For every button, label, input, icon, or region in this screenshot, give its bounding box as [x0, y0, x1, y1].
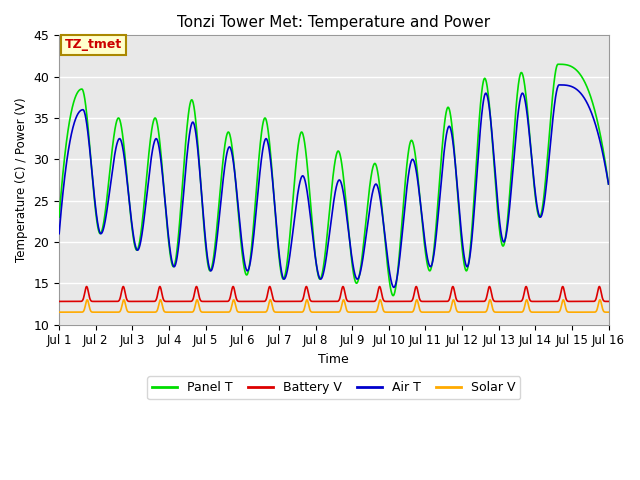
- Y-axis label: Temperature (C) / Power (V): Temperature (C) / Power (V): [15, 97, 28, 262]
- Panel T: [266, 143, 274, 149]
- Panel T: [605, 181, 612, 187]
- Panel T: [535, 213, 543, 219]
- Line: Solar V: Solar V: [59, 300, 609, 312]
- Solar V: [151, 309, 159, 315]
- Solar V: [157, 297, 164, 303]
- Panel T: [118, 127, 125, 132]
- Solar V: [118, 302, 126, 308]
- Air T: [290, 222, 298, 228]
- Battery V: [290, 299, 298, 304]
- Battery V: [595, 284, 603, 289]
- Air T: [55, 231, 63, 237]
- Panel T: [594, 121, 602, 127]
- Solar V: [535, 309, 543, 315]
- Solar V: [55, 309, 63, 315]
- Battery V: [534, 299, 542, 304]
- Panel T: [55, 214, 63, 220]
- Air T: [556, 82, 563, 88]
- Air T: [535, 211, 543, 217]
- Panel T: [150, 116, 158, 121]
- Panel T: [389, 293, 397, 299]
- Line: Panel T: Panel T: [59, 64, 609, 296]
- Solar V: [266, 297, 274, 303]
- Battery V: [605, 299, 612, 304]
- Title: Tonzi Tower Met: Temperature and Power: Tonzi Tower Met: Temperature and Power: [177, 15, 490, 30]
- Panel T: [290, 189, 298, 194]
- Line: Air T: Air T: [59, 85, 609, 288]
- Air T: [605, 181, 612, 187]
- Battery V: [266, 284, 274, 289]
- Solar V: [290, 309, 298, 315]
- Solar V: [605, 309, 612, 315]
- Panel T: [554, 61, 562, 67]
- Line: Battery V: Battery V: [59, 287, 609, 301]
- Battery V: [118, 288, 125, 293]
- Air T: [594, 131, 602, 136]
- Air T: [390, 285, 397, 290]
- Battery V: [150, 299, 158, 304]
- Text: TZ_tmet: TZ_tmet: [65, 38, 122, 51]
- Legend: Panel T, Battery V, Air T, Solar V: Panel T, Battery V, Air T, Solar V: [147, 376, 520, 399]
- Solar V: [56, 309, 63, 315]
- Battery V: [594, 288, 602, 294]
- Air T: [266, 152, 274, 157]
- Solar V: [594, 303, 602, 309]
- X-axis label: Time: Time: [319, 353, 349, 366]
- Air T: [118, 141, 125, 146]
- Air T: [150, 139, 158, 144]
- Battery V: [55, 299, 63, 304]
